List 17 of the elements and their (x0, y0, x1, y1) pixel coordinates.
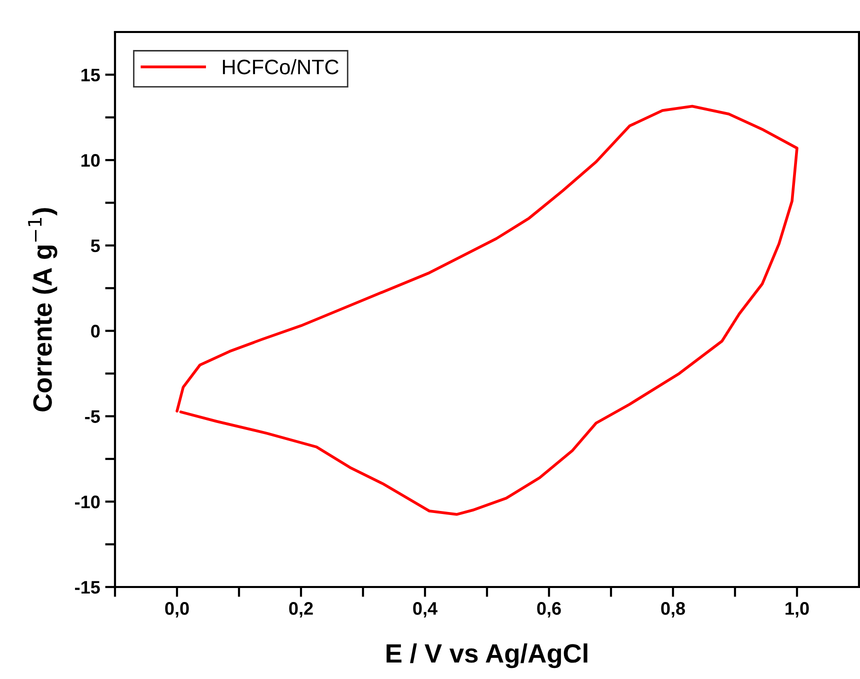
x-tick-label: 0,8 (661, 602, 685, 618)
y-tick-label: 15 (81, 68, 100, 82)
y-tick-label: 0 (91, 324, 100, 338)
y-tick-label: -15 (75, 581, 100, 594)
x-tick-label: 0,2 (289, 602, 313, 618)
x-tick-label: 0,6 (537, 602, 561, 618)
x-axis-title: E / V vs Ag/AgCl (386, 643, 588, 668)
y-tick-label: -10 (75, 496, 100, 508)
legend-label: HCFCo/NTC (222, 59, 339, 74)
line-series (176, 104, 798, 516)
y-axis-title: Corrente (A g$^{−1}$) (28, 208, 58, 412)
x-tick-label: 0,4 (413, 602, 438, 618)
x-tick-label: 1,0 (786, 602, 809, 618)
y-tick-label: 10 (81, 154, 100, 167)
y-tick-label: -5 (85, 410, 100, 423)
x-tick-label: 0,0 (165, 602, 189, 618)
y-tick-label: 5 (90, 240, 100, 252)
